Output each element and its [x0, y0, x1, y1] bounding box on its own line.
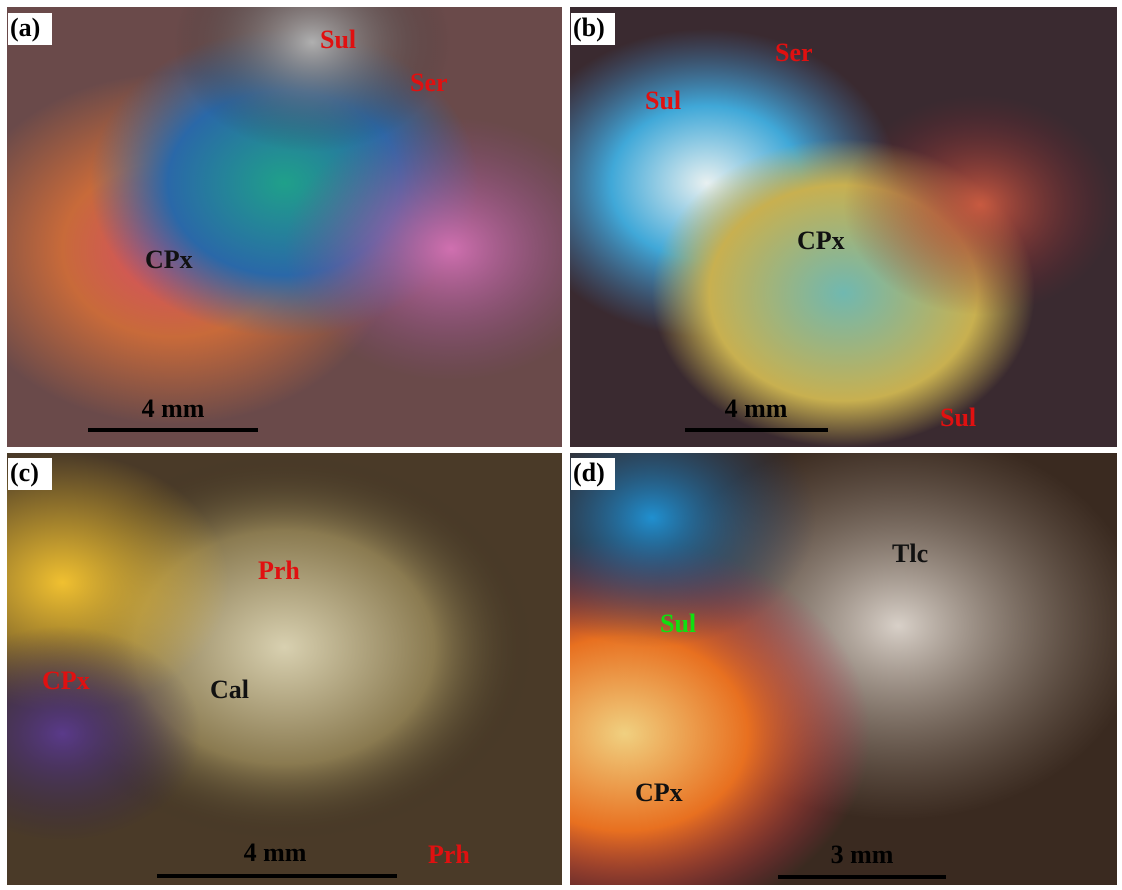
mineral-label: Sul — [320, 25, 356, 54]
mineral-label: Ser — [775, 38, 813, 67]
scale-bar-label: 4 mm — [725, 394, 788, 423]
mineral-label: CPx — [797, 226, 845, 255]
mineral-label: Cal — [210, 675, 249, 704]
figure: (a) Sul Ser CPx 4 mm (b) Ser Sul CPx Sul 4 mm (c) Pr… — [0, 0, 1122, 890]
scale-bar-label: 4 mm — [142, 394, 205, 423]
mineral-label: Tlc — [892, 539, 928, 568]
panel-label: (a) — [10, 13, 40, 42]
mineral-label: CPx — [145, 245, 193, 274]
photo-d — [570, 453, 1117, 885]
mineral-label: Prh — [258, 556, 300, 585]
photo-c — [7, 453, 562, 885]
mineral-label: CPx — [635, 778, 683, 807]
panel-label: (b) — [573, 13, 605, 42]
mineral-label: Prh — [428, 840, 470, 869]
scale-bar-label: 3 mm — [831, 840, 894, 869]
mineral-label: Sul — [660, 609, 696, 638]
mineral-label: Sul — [645, 86, 681, 115]
mineral-label: Sul — [940, 403, 976, 432]
scale-bar-label: 4 mm — [244, 838, 307, 867]
panel-label: (c) — [10, 458, 39, 487]
mineral-label: Ser — [410, 68, 448, 97]
mineral-label: CPx — [42, 666, 90, 695]
panel-label: (d) — [573, 458, 605, 487]
photo-a — [7, 7, 562, 447]
